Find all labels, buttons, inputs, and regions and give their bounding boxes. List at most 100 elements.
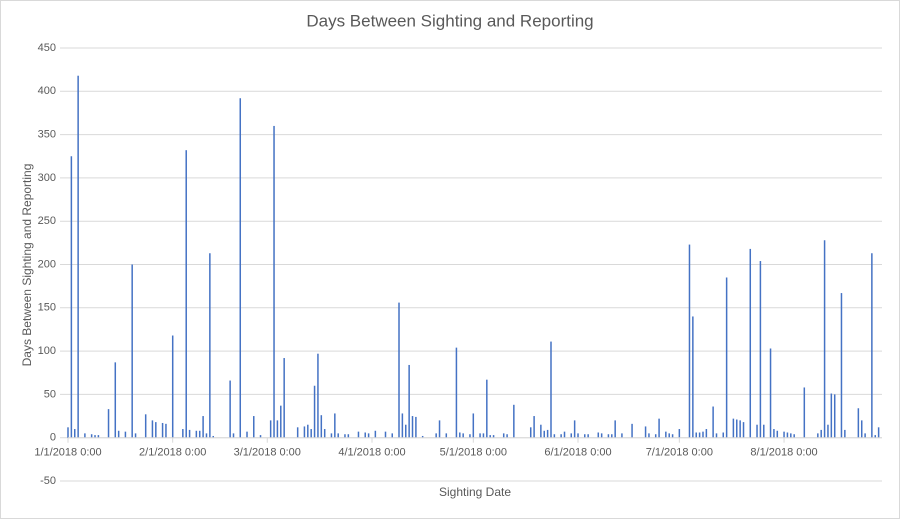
bar <box>209 253 211 438</box>
bar <box>621 433 623 438</box>
bar <box>874 435 876 438</box>
x-tick-label: 2/1/2018 0:00 <box>139 447 206 459</box>
y-tick-label: 300 <box>38 172 56 184</box>
bar <box>529 427 532 438</box>
bar <box>344 434 346 438</box>
bar <box>84 433 86 438</box>
bar <box>97 435 100 438</box>
bar <box>725 277 728 438</box>
bar <box>864 433 866 438</box>
bar <box>857 408 860 438</box>
x-tick-label: 6/1/2018 0:00 <box>544 447 611 459</box>
y-axis-title: Days Between Sighting and Reporting <box>20 164 34 367</box>
bar <box>671 434 674 438</box>
bar <box>648 433 650 438</box>
bar <box>489 435 491 438</box>
x-tick-label: 5/1/2018 0:00 <box>440 447 507 459</box>
bar <box>171 335 174 438</box>
bar <box>830 393 833 438</box>
y-tick-label: 0 <box>50 432 56 444</box>
bar <box>229 380 231 438</box>
bar <box>688 244 691 438</box>
bar <box>587 434 589 438</box>
bar <box>307 424 309 438</box>
bar <box>151 420 154 438</box>
bar <box>273 125 275 438</box>
x-tick-label: 4/1/2018 0:00 <box>338 447 405 459</box>
bar <box>817 433 819 438</box>
bar <box>296 427 299 438</box>
bar <box>786 432 789 438</box>
y-tick-label: 250 <box>38 215 56 227</box>
bar <box>114 362 117 438</box>
bar <box>364 432 366 438</box>
bar <box>70 156 73 438</box>
bar <box>540 424 542 438</box>
bar <box>205 433 208 438</box>
bar <box>421 435 424 438</box>
bar <box>546 429 549 438</box>
bar <box>827 424 829 438</box>
bar <box>631 423 633 438</box>
bar <box>698 432 701 438</box>
bar <box>398 302 400 438</box>
bar <box>317 353 319 438</box>
bar <box>391 433 393 438</box>
bar <box>253 416 255 438</box>
y-tick-label: -50 <box>40 475 56 487</box>
bar <box>165 423 167 438</box>
bar <box>502 433 505 438</box>
bar <box>202 416 204 438</box>
bar <box>107 409 110 438</box>
bar <box>614 420 616 438</box>
y-tick-label: 50 <box>44 388 56 400</box>
bar <box>90 434 93 438</box>
bar <box>283 358 285 438</box>
bar <box>844 429 846 438</box>
bar <box>783 431 785 438</box>
bar <box>644 426 647 438</box>
bar <box>347 434 350 438</box>
bar <box>860 420 863 438</box>
x-tick-label: 3/1/2018 0:00 <box>234 447 301 459</box>
bar <box>334 413 336 438</box>
bar <box>763 424 765 438</box>
bar <box>678 429 681 438</box>
bar <box>533 416 535 438</box>
bar <box>773 429 775 438</box>
bar <box>469 434 471 438</box>
bar <box>871 253 873 438</box>
bar <box>269 420 272 438</box>
bar <box>411 416 414 438</box>
bar <box>877 427 880 438</box>
bar <box>793 434 795 438</box>
bar <box>654 434 657 438</box>
bar <box>182 429 184 438</box>
bar <box>769 348 772 438</box>
bar <box>246 431 248 438</box>
bar <box>715 433 718 438</box>
bar <box>144 414 147 438</box>
bar <box>668 433 670 438</box>
bar <box>198 430 201 438</box>
bar <box>367 433 370 438</box>
bar <box>357 431 360 438</box>
bar <box>259 435 262 438</box>
bar <box>472 413 475 438</box>
bar <box>840 293 843 438</box>
bar <box>479 433 481 438</box>
bar <box>188 429 191 438</box>
bar <box>705 429 708 438</box>
bar <box>492 435 495 438</box>
bar <box>94 435 96 438</box>
bar <box>330 433 333 438</box>
bar <box>384 431 387 438</box>
chart-title: Days Between Sighting and Reporting <box>306 11 593 30</box>
x-axis-title: Sighting Date <box>439 485 511 499</box>
bar <box>506 434 508 438</box>
y-tick-label: 350 <box>38 129 56 141</box>
bar <box>756 424 758 438</box>
bar <box>722 432 725 438</box>
bar <box>553 434 556 438</box>
